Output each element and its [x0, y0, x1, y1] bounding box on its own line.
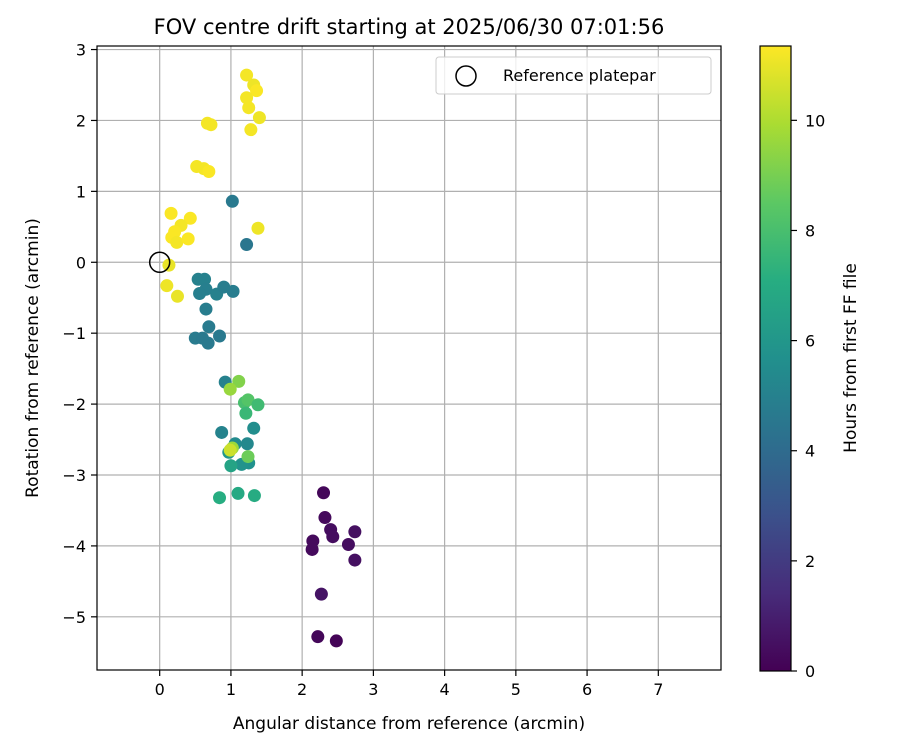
data-point: [213, 329, 227, 343]
y-tick-label: 2: [76, 111, 86, 130]
reference-platepar-marker: [148, 251, 171, 274]
data-point: [251, 398, 265, 412]
x-tick-label: 3: [368, 680, 378, 699]
legend: Reference platepar: [435, 56, 712, 95]
colorbar-frame: [759, 45, 792, 672]
legend-box: [435, 56, 712, 95]
data-point: [314, 587, 328, 601]
x-tick-label: 5: [511, 680, 521, 699]
data-point: [311, 630, 325, 644]
x-axis-ticks: 0 1 2 3 4 5 6 7: [155, 670, 663, 699]
data-point: [202, 165, 216, 179]
data-point: [240, 68, 254, 82]
data-point: [247, 489, 261, 503]
data-point: [250, 84, 264, 98]
colorbar-tick-label: 0: [805, 662, 815, 681]
y-axis-label: Rotation from reference (arcmin): [23, 218, 43, 498]
colorbar-tick-label: 8: [805, 221, 815, 240]
colorbar-ticks: 0 2 4 6 8 10: [791, 111, 825, 681]
x-axis-label: Angular distance from reference (arcmin): [233, 714, 585, 734]
data-point: [318, 511, 332, 525]
data-point: [348, 553, 362, 567]
data-point: [231, 486, 245, 500]
data-points: [160, 68, 362, 648]
plot-frame: [96, 45, 722, 671]
data-point: [244, 123, 258, 137]
data-point: [240, 437, 254, 451]
data-point: [204, 118, 218, 132]
data-point: [223, 443, 237, 457]
reference-marker-layer: [148, 251, 171, 274]
data-point: [341, 537, 355, 551]
data-point: [251, 221, 265, 235]
data-point: [202, 320, 216, 334]
data-point: [183, 211, 197, 225]
data-point: [160, 279, 174, 293]
colorbar-tick-label: 6: [805, 332, 815, 351]
colorbar-tick-label: 10: [805, 111, 825, 130]
data-point: [224, 459, 238, 473]
data-point: [225, 194, 239, 208]
x-tick-label: 4: [440, 680, 450, 699]
data-point: [305, 542, 319, 556]
data-point: [241, 393, 255, 407]
data-point: [252, 111, 266, 125]
y-tick-label: −1: [62, 324, 86, 343]
chart-title: FOV centre drift starting at 2025/06/30 …: [154, 15, 665, 39]
legend-entry-reference: Reference platepar: [503, 66, 656, 85]
data-point: [164, 206, 178, 220]
data-point: [239, 406, 253, 420]
data-point: [247, 421, 261, 435]
data-point: [317, 486, 331, 500]
y-tick-label: −2: [62, 395, 86, 414]
grid: [97, 46, 721, 670]
colorbar-tick-label: 4: [805, 442, 815, 461]
colorbar-tick-label: 2: [805, 552, 815, 571]
data-point: [201, 336, 215, 350]
data-point: [241, 450, 255, 464]
x-tick-label: 7: [653, 680, 663, 699]
data-point: [232, 374, 246, 388]
x-tick-label: 6: [582, 680, 592, 699]
y-tick-label: −3: [62, 466, 86, 485]
data-point: [226, 284, 240, 298]
legend-reference-marker: [455, 65, 477, 87]
x-tick-label: 2: [297, 680, 307, 699]
data-point: [240, 238, 254, 252]
y-tick-label: −4: [62, 537, 86, 556]
x-tick-label: 1: [226, 680, 236, 699]
data-point: [181, 232, 195, 246]
data-point: [223, 382, 237, 396]
colorbar: 0 2 4 6 8 10 Hours from first FF file: [759, 45, 861, 681]
data-point: [242, 101, 256, 115]
y-tick-label: 1: [76, 182, 86, 201]
data-point: [213, 491, 227, 505]
data-point: [215, 425, 229, 439]
data-point: [329, 634, 343, 648]
data-point: [198, 272, 212, 286]
data-point: [326, 530, 340, 544]
data-point: [170, 235, 184, 249]
x-tick-label: 0: [155, 680, 165, 699]
y-tick-label: 0: [76, 253, 86, 272]
data-point: [170, 289, 184, 303]
y-tick-label: −5: [62, 608, 86, 627]
colorbar-label: Hours from first FF file: [841, 263, 861, 453]
y-axis-ticks: −5 −4 −3 −2 −1 0 1 2 3: [62, 41, 97, 627]
data-point: [193, 286, 207, 300]
data-point: [240, 91, 254, 105]
data-point: [199, 302, 213, 316]
y-tick-label: 3: [76, 41, 86, 60]
colorbar-gradient: [760, 46, 791, 671]
data-point: [348, 525, 362, 539]
